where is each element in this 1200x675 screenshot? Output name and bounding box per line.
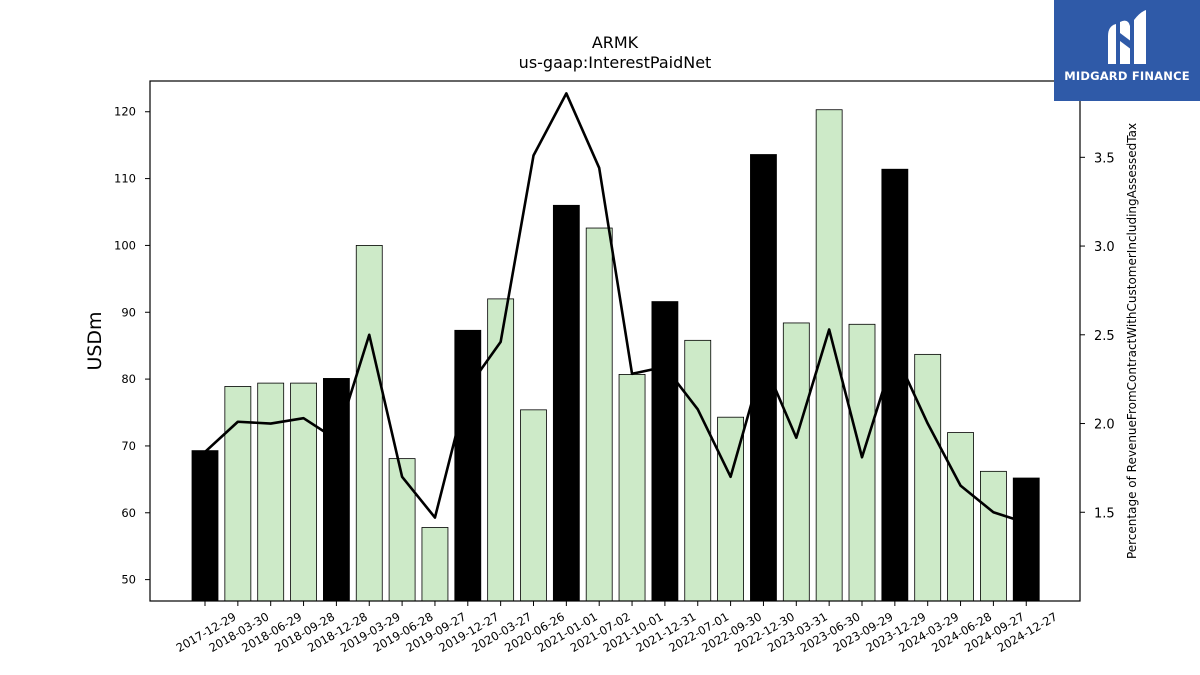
bar (585, 227, 613, 602)
bar (552, 204, 580, 602)
bar (224, 386, 252, 602)
y-tick-label: 60 (121, 506, 136, 520)
bar (421, 527, 449, 602)
bar (914, 353, 942, 602)
y2-tick-label: 3.5 (1094, 151, 1115, 166)
plot-frame (149, 80, 1081, 602)
bar (947, 432, 974, 602)
bar (191, 450, 219, 602)
bar (980, 470, 1007, 602)
bar (750, 154, 777, 602)
y2-tick-label: 2.0 (1094, 418, 1115, 433)
y2-tick-label: 2.5 (1094, 329, 1115, 344)
chart-subtitle: us-gaap:InterestPaidNet (519, 53, 712, 72)
bar (848, 323, 876, 602)
bar (454, 329, 482, 602)
chart-title: ARMK (592, 33, 639, 52)
bar (257, 382, 285, 602)
bar (1012, 477, 1040, 602)
bar (782, 322, 810, 602)
y-axis-left: 50 60 70 80 90 100 110 120 (114, 105, 150, 587)
bar (881, 168, 909, 602)
y-tick-label: 100 (114, 238, 136, 252)
y-axis-right: 1.5 2.0 2.5 3.0 3.5 (1080, 151, 1115, 521)
bar (684, 339, 712, 602)
y2-tick-label: 3.0 (1094, 240, 1115, 255)
y2-axis-label: Percentage of RevenueFromContractWithCus… (1125, 123, 1139, 559)
ratio-series (204, 92, 1027, 525)
y-tick-label: 80 (121, 372, 136, 386)
bar (520, 409, 547, 602)
bar (651, 301, 679, 602)
brand-logo: MIDGARD FINANCE (1054, 0, 1200, 101)
midgard-logo-icon (1108, 10, 1146, 64)
ratio-line (204, 92, 1027, 525)
x-axis: 2017-12-292018-03-302018-06-292018-09-28… (174, 601, 1060, 655)
y-tick-label: 70 (121, 439, 136, 453)
bar (355, 245, 383, 602)
y-tick-label: 50 (121, 573, 136, 587)
y-tick-label: 90 (121, 305, 136, 319)
y2-tick-label: 1.5 (1094, 506, 1115, 521)
y-tick-label: 110 (114, 172, 136, 186)
y-tick-label: 120 (114, 105, 136, 119)
bar (290, 382, 317, 602)
bar-series (191, 109, 1040, 602)
bar (388, 458, 416, 602)
brand-name: MIDGARD FINANCE (1064, 69, 1190, 83)
bar (618, 374, 646, 602)
y-axis-label: USDm (84, 311, 106, 370)
bar (487, 298, 515, 602)
